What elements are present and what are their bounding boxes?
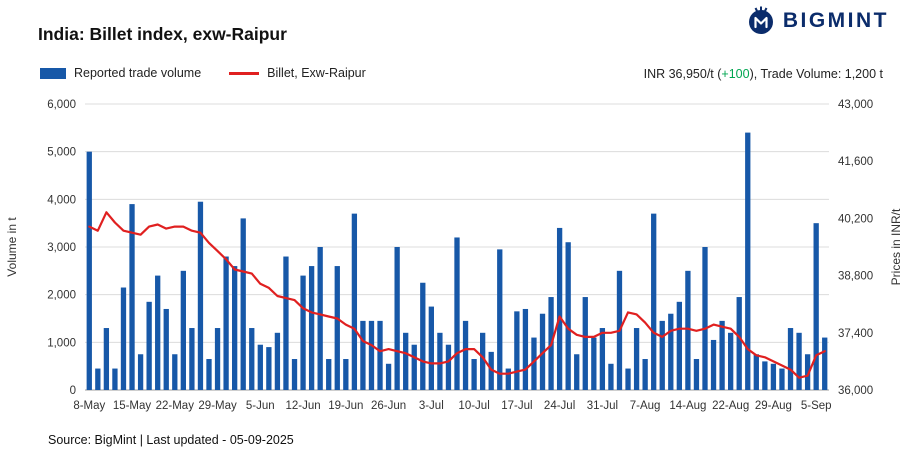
svg-text:3,000: 3,000 — [47, 242, 76, 254]
svg-text:37,400: 37,400 — [838, 328, 873, 340]
svg-text:26-Jun: 26-Jun — [371, 400, 406, 412]
svg-text:10-Jul: 10-Jul — [458, 400, 489, 412]
svg-text:14-Aug: 14-Aug — [669, 400, 706, 412]
svg-text:2,000: 2,000 — [47, 290, 76, 302]
svg-text:7-Aug: 7-Aug — [630, 400, 661, 412]
bigmint-logo-icon — [748, 6, 773, 34]
svg-text:29-Aug: 29-Aug — [755, 400, 792, 412]
svg-text:3-Jul: 3-Jul — [419, 400, 444, 412]
svg-text:31-Jul: 31-Jul — [587, 400, 618, 412]
brand-name: BIGMINT — [782, 9, 889, 32]
volume-bar-swatch-icon — [40, 67, 66, 79]
svg-text:Prices in INR/t: Prices in INR/t — [889, 208, 903, 285]
latest-stats: INR 36,950/t (+100), Trade Volume: 1,200… — [644, 67, 883, 81]
page-title: India: Billet index, exw-Raipur — [38, 24, 287, 44]
legend-item-volume: Reported trade volume — [40, 66, 201, 80]
legend-item-price: Billet, Exw-Raipur — [229, 66, 366, 80]
billet-index-chart: 0 1,000 2,000 3,000 4,000 5,000 6,000 36,000 37,… — [5, 99, 903, 412]
price-value: INR 36,950/t ( — [643, 67, 722, 81]
svg-text:6,000: 6,000 — [47, 99, 76, 111]
svg-text:43,000: 43,000 — [838, 99, 873, 111]
source-note: Source: BigMint | Last updated - 05-09-2… — [48, 433, 294, 447]
chart-legend: Reported trade volume Billet, Exw-Raipur — [40, 66, 366, 80]
svg-text:36,000: 36,000 — [838, 385, 873, 397]
price-line-swatch-icon — [229, 71, 260, 75]
svg-text:5,000: 5,000 — [47, 147, 76, 159]
svg-text:22-May: 22-May — [156, 400, 195, 412]
chart-area: 0 1,000 2,000 3,000 4,000 5,000 6,000 36,000 37,… — [0, 92, 913, 422]
svg-text:12-Jun: 12-Jun — [286, 400, 321, 412]
svg-text:0: 0 — [70, 385, 76, 397]
svg-text:19-Jun: 19-Jun — [328, 400, 363, 412]
svg-text:4,000: 4,000 — [47, 194, 76, 206]
svg-text:29-May: 29-May — [198, 400, 237, 412]
svg-text:15-May: 15-May — [113, 400, 152, 412]
price-change: +100 — [721, 67, 750, 81]
bigmint-logo: BIGMINT — [746, 6, 889, 36]
svg-text:24-Jul: 24-Jul — [544, 400, 575, 412]
svg-text:5-Sep: 5-Sep — [801, 400, 832, 412]
svg-text:Volume in t: Volume in t — [5, 217, 19, 277]
trade-volume-value: ), Trade Volume: 1,200 t — [749, 67, 883, 81]
svg-text:41,600: 41,600 — [838, 156, 873, 168]
svg-text:5-Jun: 5-Jun — [246, 400, 275, 412]
svg-text:40,200: 40,200 — [838, 213, 873, 225]
svg-text:17-Jul: 17-Jul — [501, 400, 532, 412]
svg-text:22-Aug: 22-Aug — [712, 400, 749, 412]
legend-volume-label: Reported trade volume — [74, 66, 202, 80]
svg-text:1,000: 1,000 — [47, 337, 76, 349]
svg-text:38,800: 38,800 — [838, 271, 873, 283]
legend-price-label: Billet, Exw-Raipur — [267, 66, 366, 80]
svg-text:8-May: 8-May — [73, 400, 105, 412]
